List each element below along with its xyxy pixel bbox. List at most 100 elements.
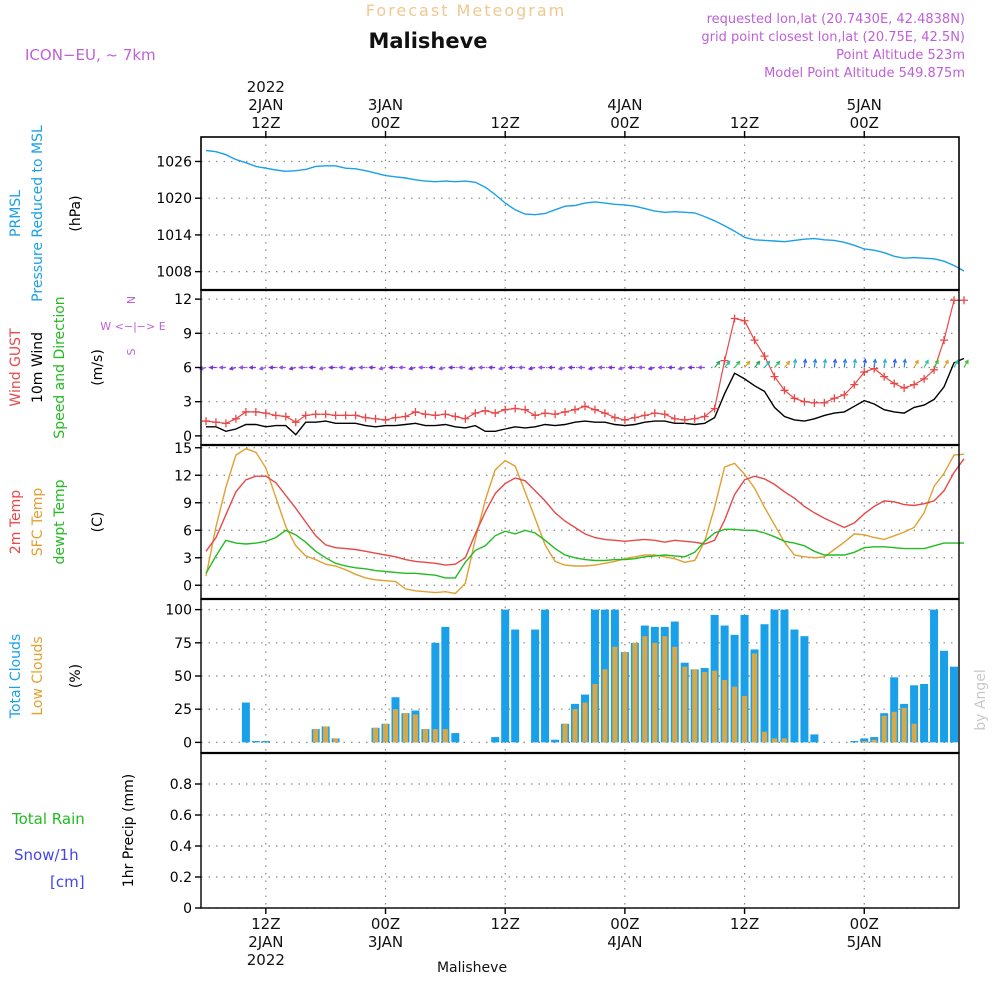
wind-arrow-27 — [468, 366, 476, 371]
bar-total-clouds-34 — [541, 609, 550, 743]
panel-label-precip-0: 1hr Precip (mm) — [121, 774, 137, 887]
gust-marker-57 — [770, 372, 779, 381]
wind-arrow-49 — [687, 365, 695, 370]
gust-marker-59 — [790, 394, 799, 403]
gust-marker-49 — [690, 414, 699, 423]
wind-arrow-4 — [238, 365, 246, 370]
gust-marker-48 — [680, 415, 689, 424]
bottom-axis-label-0-0: 12Z — [251, 915, 280, 933]
wind-arrow-19 — [388, 365, 396, 370]
series-line-prmsl — [205, 149, 965, 272]
wind-arrow-8 — [278, 365, 286, 370]
wind-arrow-33 — [527, 366, 536, 371]
bar-total-clouds-6 — [261, 741, 270, 743]
series-line-2m-temp — [205, 458, 965, 566]
wind-arrow-9 — [288, 366, 296, 371]
wind-arrow-65 — [852, 358, 858, 368]
gust-marker-4 — [241, 407, 250, 416]
bar-total-clouds-58 — [780, 609, 789, 743]
gust-marker-69 — [890, 379, 899, 388]
legend-total-rain: Total Rain — [11, 810, 85, 828]
wind-arrow-11 — [308, 365, 316, 370]
gust-marker-51 — [710, 404, 719, 413]
gust-marker-6 — [261, 409, 270, 418]
bottom-axis-label-1-1: 3JAN — [368, 933, 403, 951]
wind-arrow-18 — [378, 366, 386, 371]
gust-marker-17 — [371, 414, 380, 423]
bar-total-clouds-29 — [491, 737, 500, 743]
compass-s: S — [125, 348, 138, 355]
gust-marker-19 — [391, 413, 400, 422]
wind-arrow-52 — [724, 360, 731, 368]
gust-marker-7 — [271, 411, 280, 420]
bar-low-clouds-48 — [682, 666, 688, 743]
wind-arrow-20 — [398, 365, 406, 370]
top-axis-label-0-2: 12Z — [251, 114, 280, 132]
ytick-label-temperature-0: 0 — [183, 578, 192, 594]
bar-total-clouds-39 — [590, 609, 599, 743]
bar-total-clouds-54 — [740, 614, 749, 743]
compass-n: N — [125, 296, 138, 304]
gust-marker-37 — [571, 405, 580, 414]
wind-arrow-75 — [953, 359, 959, 368]
bar-total-clouds-57 — [770, 609, 779, 743]
wind-arrow-40 — [597, 365, 605, 370]
ytick-label-temperature-3: 9 — [183, 496, 192, 512]
wind-arrow-46 — [657, 365, 665, 370]
bar-low-clouds-13 — [333, 738, 339, 743]
wind-arrow-55 — [754, 360, 761, 368]
gust-marker-30 — [501, 405, 510, 414]
top-axis-label-0-1: 2JAN — [248, 96, 283, 114]
bar-total-clouds-56 — [760, 624, 769, 743]
gust-marker-38 — [580, 402, 589, 411]
series-line-10m-wind — [206, 357, 965, 436]
top-axis-label-3-0: 4JAN — [607, 96, 642, 114]
bar-low-clouds-23 — [432, 729, 438, 743]
bottom-axis-label-2-0: 12Z — [491, 915, 520, 933]
wind-arrow-56 — [764, 360, 771, 368]
ytick-label-temperature-2: 6 — [183, 523, 192, 539]
requested-coords: requested lon,lat (20.7430E, 42.4838N) — [707, 12, 965, 27]
bar-total-clouds-60 — [800, 636, 809, 743]
gust-marker-10 — [301, 411, 310, 420]
ytick-label-clouds-3: 75 — [174, 636, 192, 652]
bar-total-clouds-25 — [451, 733, 460, 743]
wind-arrow-29 — [487, 365, 496, 370]
gust-marker-26 — [461, 414, 470, 423]
bar-low-clouds-52 — [722, 679, 728, 743]
wind-arrow-2 — [218, 365, 226, 370]
wind-arrow-45 — [647, 366, 655, 371]
wind-arrow-61 — [812, 358, 818, 368]
wind-arrow-76 — [963, 359, 969, 368]
bar-low-clouds-19 — [392, 709, 398, 743]
gust-marker-27 — [471, 409, 480, 418]
gust-marker-72 — [920, 374, 929, 383]
gust-marker-33 — [531, 411, 540, 420]
bar-low-clouds-49 — [692, 669, 698, 743]
bar-low-clouds-71 — [911, 723, 917, 743]
gust-marker-62 — [820, 398, 829, 407]
gust-marker-34 — [541, 409, 550, 418]
bar-total-clouds-73 — [930, 609, 939, 743]
series-line-dewpt-temp — [205, 528, 964, 579]
wind-arrow-63 — [832, 358, 838, 368]
gust-marker-70 — [900, 384, 909, 393]
top-axis-label-4-0: 12Z — [730, 114, 759, 132]
wind-arrow-35 — [547, 365, 556, 370]
bar-low-clouds-17 — [373, 727, 379, 743]
gust-marker-46 — [660, 410, 669, 419]
gust-marker-58 — [780, 386, 789, 395]
bar-low-clouds-24 — [442, 729, 448, 743]
wind-arrow-71 — [913, 359, 919, 368]
gust-marker-15 — [351, 411, 360, 420]
bar-low-clouds-51 — [712, 670, 718, 743]
watermark: by Angel — [973, 669, 989, 730]
bottom-axis-label-5-0: 00Z — [850, 915, 879, 933]
wind-arrow-62 — [822, 358, 828, 368]
gust-marker-74 — [940, 336, 949, 345]
bar-total-clouds-66 — [860, 738, 869, 743]
bar-low-clouds-43 — [632, 642, 638, 743]
ytick-label-precip-0: 0 — [183, 901, 192, 917]
bar-low-clouds-47 — [672, 646, 678, 743]
gust-marker-68 — [880, 372, 889, 381]
